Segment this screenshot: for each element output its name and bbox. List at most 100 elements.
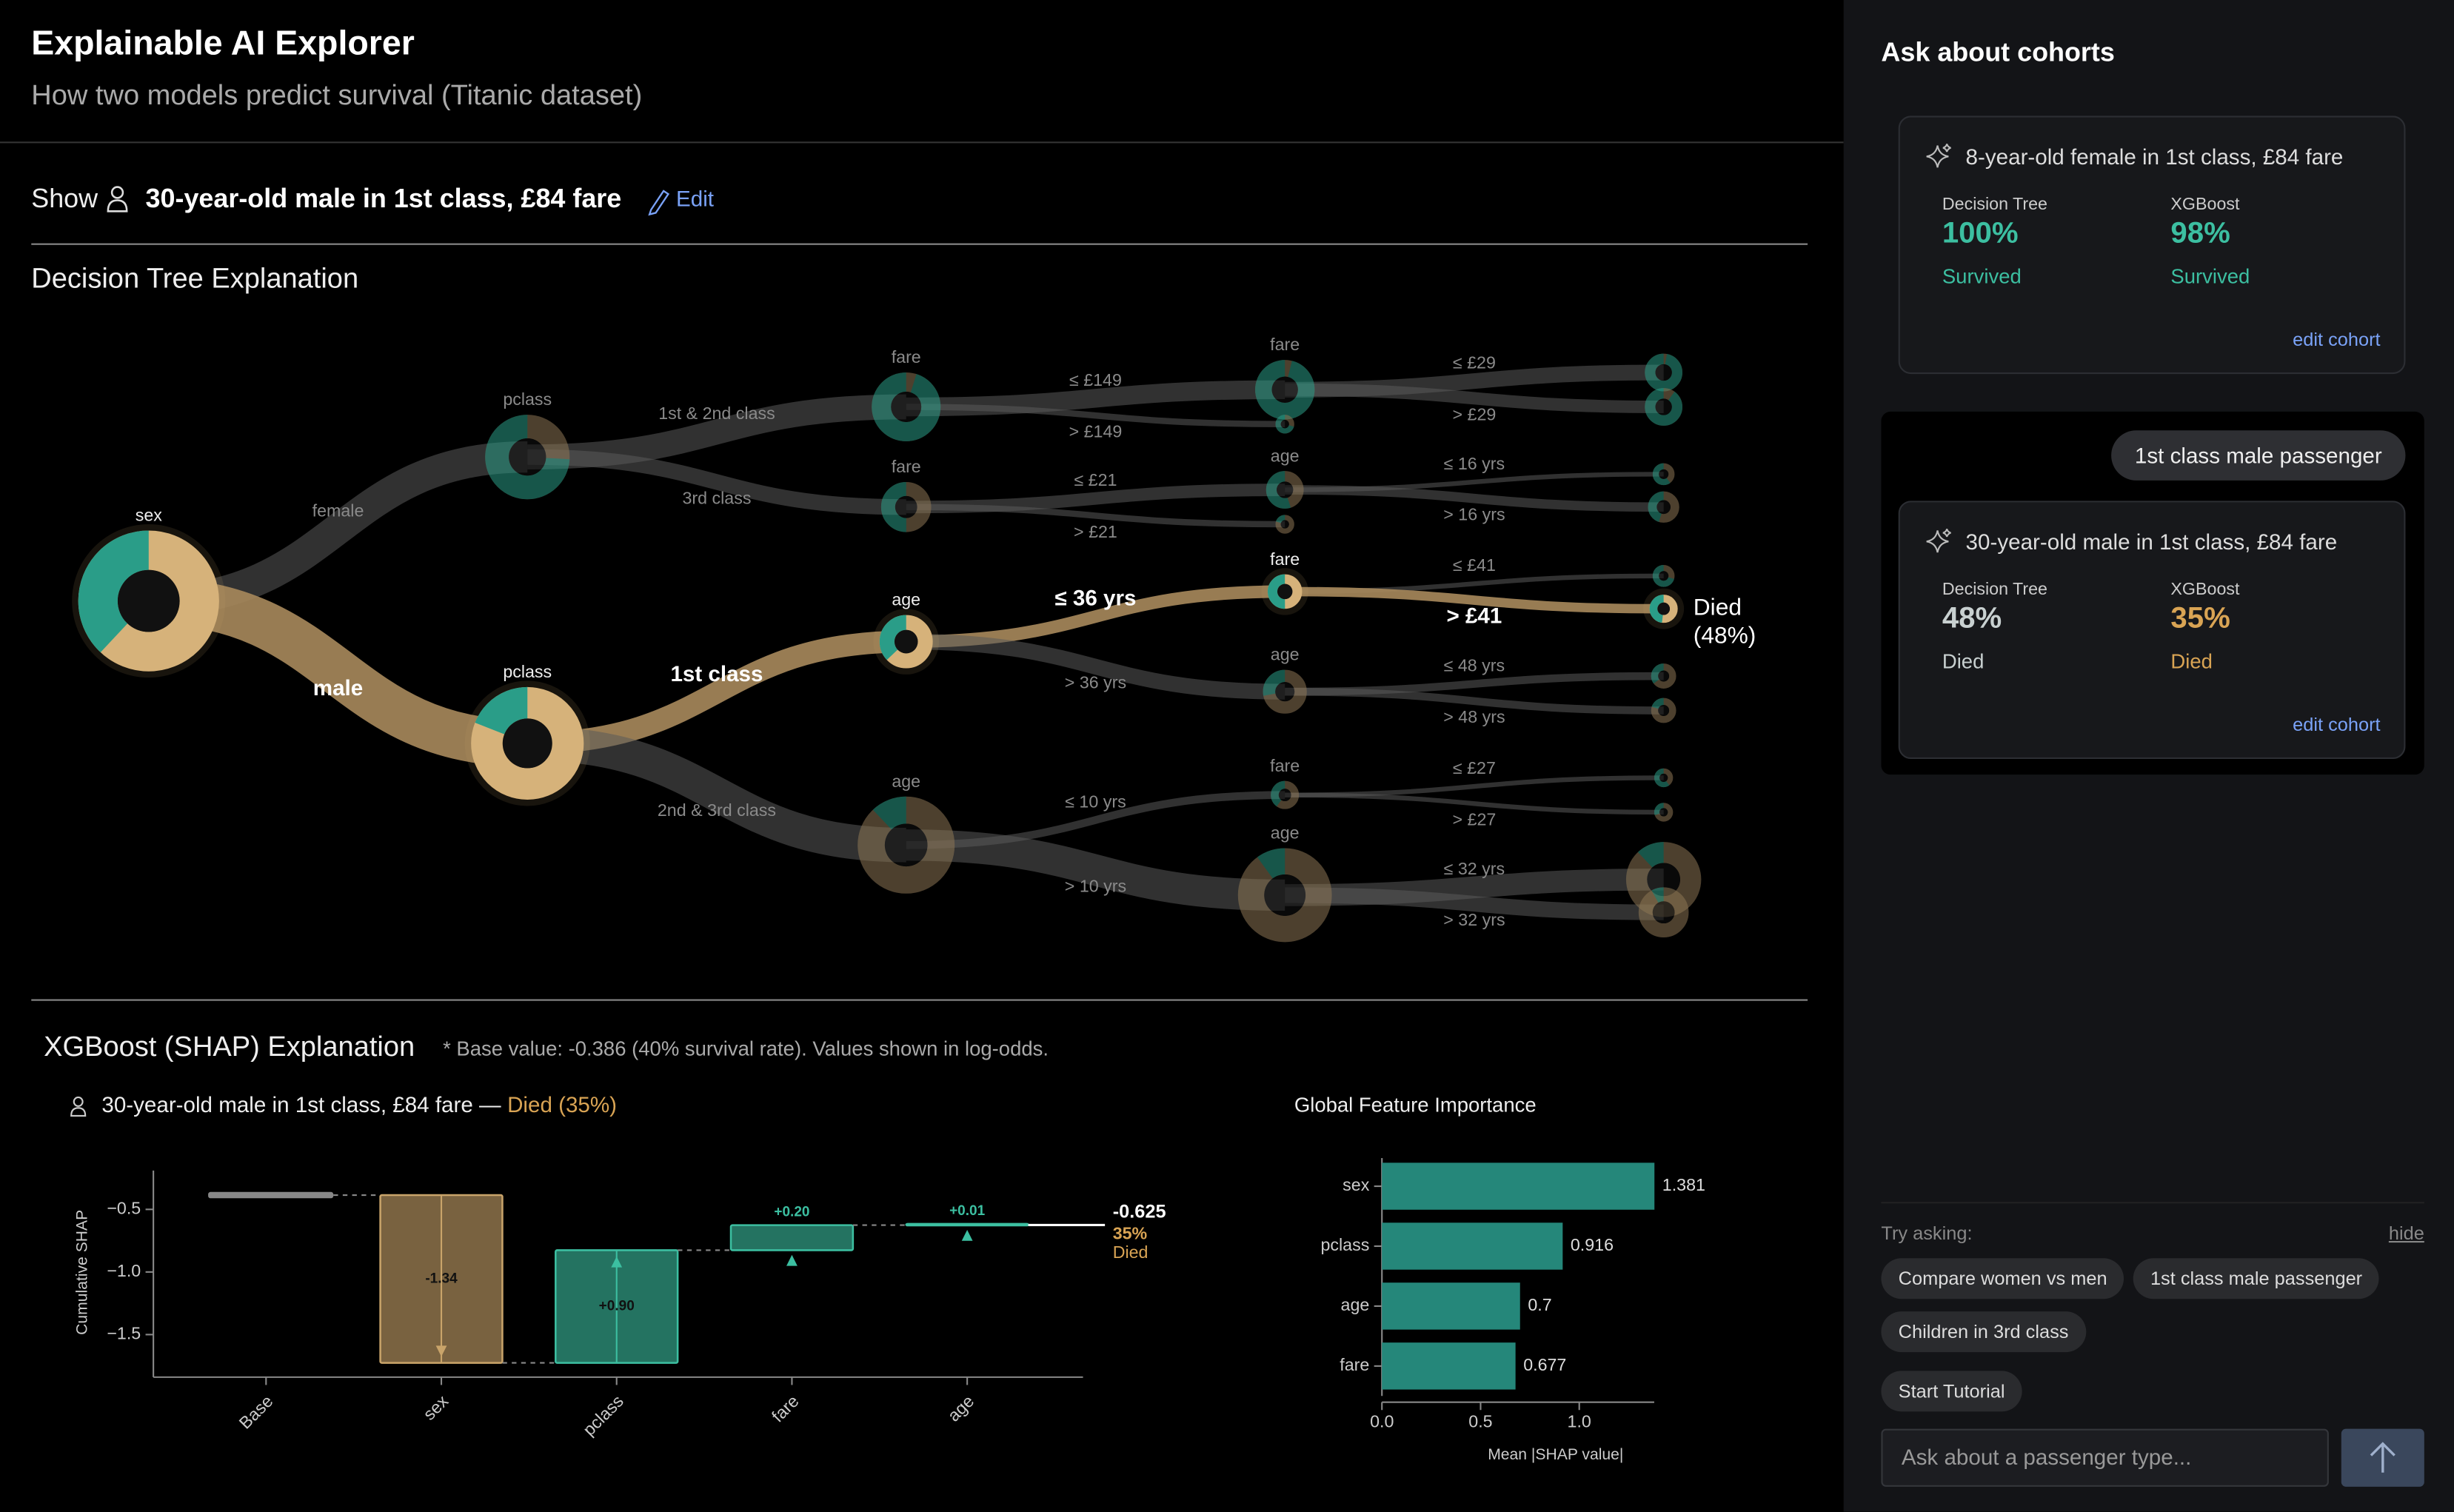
tree-node [857, 796, 955, 894]
tree-node [1651, 663, 1676, 689]
importance-bar [1382, 1163, 1655, 1210]
suggestion-chip[interactable]: Compare women vs men [1881, 1258, 2124, 1299]
edge-label: 1st class [670, 662, 763, 686]
suggestion-chip[interactable]: Children in 3rd class [1881, 1311, 2086, 1353]
tree-edge [1285, 383, 1664, 413]
edit-button[interactable]: Edit [648, 187, 714, 216]
shap-title: XGBoost (SHAP) Explanation [44, 1031, 415, 1063]
model-outcome: Died [2170, 649, 2213, 673]
hide-link[interactable]: hide [2388, 1222, 2424, 1245]
node-hole [1264, 874, 1306, 916]
cohort-card: 30-year-old male in 1st class, £84 fare D… [1898, 501, 2406, 760]
tree-edge [1285, 687, 1664, 715]
node-hole [894, 629, 918, 654]
node-hole [1659, 469, 1669, 479]
tree-edge [906, 633, 1285, 700]
node-hole [1277, 481, 1294, 498]
tree-node [880, 481, 932, 532]
model-outcome: Survived [2170, 264, 2250, 288]
node-hole [1647, 863, 1680, 897]
tree-node [485, 415, 570, 500]
selected-passenger: 30-year-old male in 1st class, £84 fare [146, 183, 622, 213]
node-label: sex [136, 506, 163, 525]
node-hole [1659, 773, 1668, 782]
leaf-percent: (48%) [1694, 622, 1756, 649]
page-subtitle: How two models predict survival (Titanic… [31, 80, 642, 111]
bar-value-label: +0.01 [949, 1203, 986, 1219]
tree-node [1645, 388, 1683, 426]
node-survived-arc [1275, 415, 1294, 434]
cohort-card: 8-year-old female in 1st class, £84 fare… [1898, 116, 2406, 375]
node-survived-arc [1638, 887, 1689, 937]
node-survived-arc [1648, 491, 1679, 523]
model-value: 100% [1942, 217, 2019, 251]
x-axis-label: Mean |SHAP value| [1488, 1446, 1623, 1463]
model-value: 48% [1942, 602, 2002, 636]
send-icon [2370, 1442, 2396, 1473]
node-hole [1658, 670, 1670, 682]
tree-node [72, 524, 226, 678]
tree-edge [906, 484, 1285, 514]
tree-node [1643, 588, 1685, 629]
node-hole [1280, 520, 1289, 529]
bar-value-label: -1.34 [425, 1271, 458, 1286]
node-hole [884, 823, 928, 867]
tree-edge [1285, 792, 1664, 815]
bar-value-label: 0.7 [1528, 1295, 1551, 1314]
node-survived-arc [471, 686, 584, 800]
tree-node [1651, 698, 1676, 723]
edit-label[interactable]: Edit [676, 187, 714, 211]
sparkle-icon [1926, 529, 1951, 553]
tutorial-button[interactable]: Start Tutorial [1881, 1371, 2022, 1412]
tree-edge [906, 404, 1285, 427]
node-label: fare [892, 347, 921, 367]
shap-note: * Base value: -0.386 (40% survival rate)… [443, 1037, 1049, 1060]
shap-prediction: Died (35%) [507, 1093, 617, 1117]
tree-node [1652, 463, 1675, 486]
tree-node [1648, 491, 1679, 523]
send-button[interactable] [2341, 1428, 2424, 1487]
node-label: age [892, 772, 920, 791]
node-survived-arc [78, 530, 219, 672]
edge-label: ≤ 36 yrs [1054, 586, 1136, 610]
edit-cohort-link[interactable]: edit cohort [2293, 328, 2381, 351]
tree-node [873, 609, 940, 675]
node-hole [891, 392, 922, 422]
node-hole [1656, 500, 1671, 515]
node-survived-arc [1645, 353, 1683, 392]
tree-node [1652, 564, 1675, 587]
node-survived-arc [485, 415, 570, 500]
tree-edge [906, 380, 1285, 417]
shap-bar [905, 1222, 1029, 1227]
node-survived-arc [1263, 669, 1307, 714]
node-hole [117, 569, 180, 632]
edit-cohort-link[interactable]: edit cohort [2293, 713, 2381, 736]
bar-value-label: +0.90 [599, 1299, 635, 1314]
divider [1881, 1202, 2424, 1204]
model-outcome: Died [1942, 649, 1985, 673]
page-title: Explainable AI Explorer [31, 24, 415, 62]
tree-node [872, 372, 941, 442]
node-survived-arc [1654, 803, 1674, 822]
base-bar [208, 1191, 334, 1199]
y-tick-label: fare [1340, 1355, 1369, 1374]
waterfall-chart: −0.5 −1.0 −1.5 Cumulative SHAP Base sex -1.34 p… [74, 1170, 1166, 1439]
tree-node [464, 680, 590, 806]
node-hole [1655, 398, 1672, 415]
node-hole [1657, 602, 1671, 615]
bar-value-label: 1.381 [1662, 1175, 1705, 1194]
model-outcome: Survived [1942, 264, 2022, 288]
x-tick-label: 1.0 [1568, 1411, 1591, 1431]
edge-label: ≤ 16 yrs [1444, 454, 1505, 473]
tree-edge [148, 577, 528, 767]
edge-label: female [312, 501, 364, 520]
node-survived-arc [872, 372, 941, 442]
bar-value-label: 0.677 [1523, 1355, 1566, 1374]
shap-passenger-line: 30-year-old male in 1st class, £84 fare … [101, 1093, 617, 1117]
node-survived-arc [1651, 663, 1676, 689]
tree-edge [527, 449, 906, 515]
suggestion-chip[interactable]: 1st class male passenger [2133, 1258, 2380, 1299]
tree-node [1654, 768, 1674, 788]
chat-input[interactable]: Ask about a passenger type... [1881, 1428, 2329, 1487]
